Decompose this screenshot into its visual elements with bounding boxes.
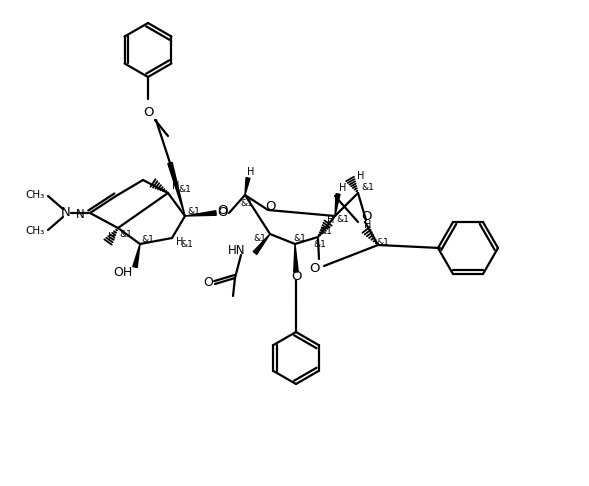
- Text: &1: &1: [293, 235, 306, 243]
- Text: O: O: [309, 261, 319, 275]
- Text: N: N: [61, 207, 71, 220]
- Text: N: N: [76, 208, 85, 222]
- Text: O: O: [292, 271, 302, 283]
- Text: CH₃: CH₃: [26, 226, 45, 236]
- Polygon shape: [185, 211, 216, 216]
- Text: &1: &1: [320, 227, 332, 237]
- Text: HN: HN: [227, 244, 245, 258]
- Polygon shape: [335, 194, 340, 216]
- Text: &1: &1: [240, 198, 253, 208]
- Text: O: O: [217, 207, 227, 220]
- Polygon shape: [253, 234, 270, 254]
- Text: O: O: [266, 201, 276, 213]
- Text: &1: &1: [313, 241, 326, 249]
- Polygon shape: [133, 244, 140, 267]
- Text: H: H: [108, 232, 115, 242]
- Polygon shape: [168, 162, 185, 216]
- Polygon shape: [245, 178, 250, 195]
- Polygon shape: [294, 244, 298, 272]
- Text: O: O: [217, 204, 227, 216]
- Text: H: H: [247, 167, 254, 177]
- Text: O: O: [360, 210, 371, 224]
- Text: &1: &1: [178, 185, 191, 193]
- Text: CH₃: CH₃: [26, 190, 45, 200]
- Text: &1: &1: [376, 239, 389, 247]
- Text: &1: &1: [253, 235, 266, 243]
- Text: H: H: [173, 181, 180, 191]
- Text: &1: &1: [336, 215, 349, 225]
- Text: H: H: [176, 237, 184, 247]
- Text: &1: &1: [181, 241, 193, 249]
- Text: H: H: [358, 171, 365, 181]
- Text: &1: &1: [362, 184, 375, 192]
- Text: &1: &1: [187, 207, 200, 215]
- Text: H: H: [327, 215, 335, 225]
- Text: OH: OH: [113, 265, 133, 278]
- Text: O: O: [203, 276, 213, 289]
- Text: O: O: [143, 105, 153, 119]
- Text: &1: &1: [120, 230, 133, 240]
- Text: H: H: [339, 183, 347, 193]
- Text: &1: &1: [141, 236, 154, 244]
- Text: H: H: [365, 220, 372, 230]
